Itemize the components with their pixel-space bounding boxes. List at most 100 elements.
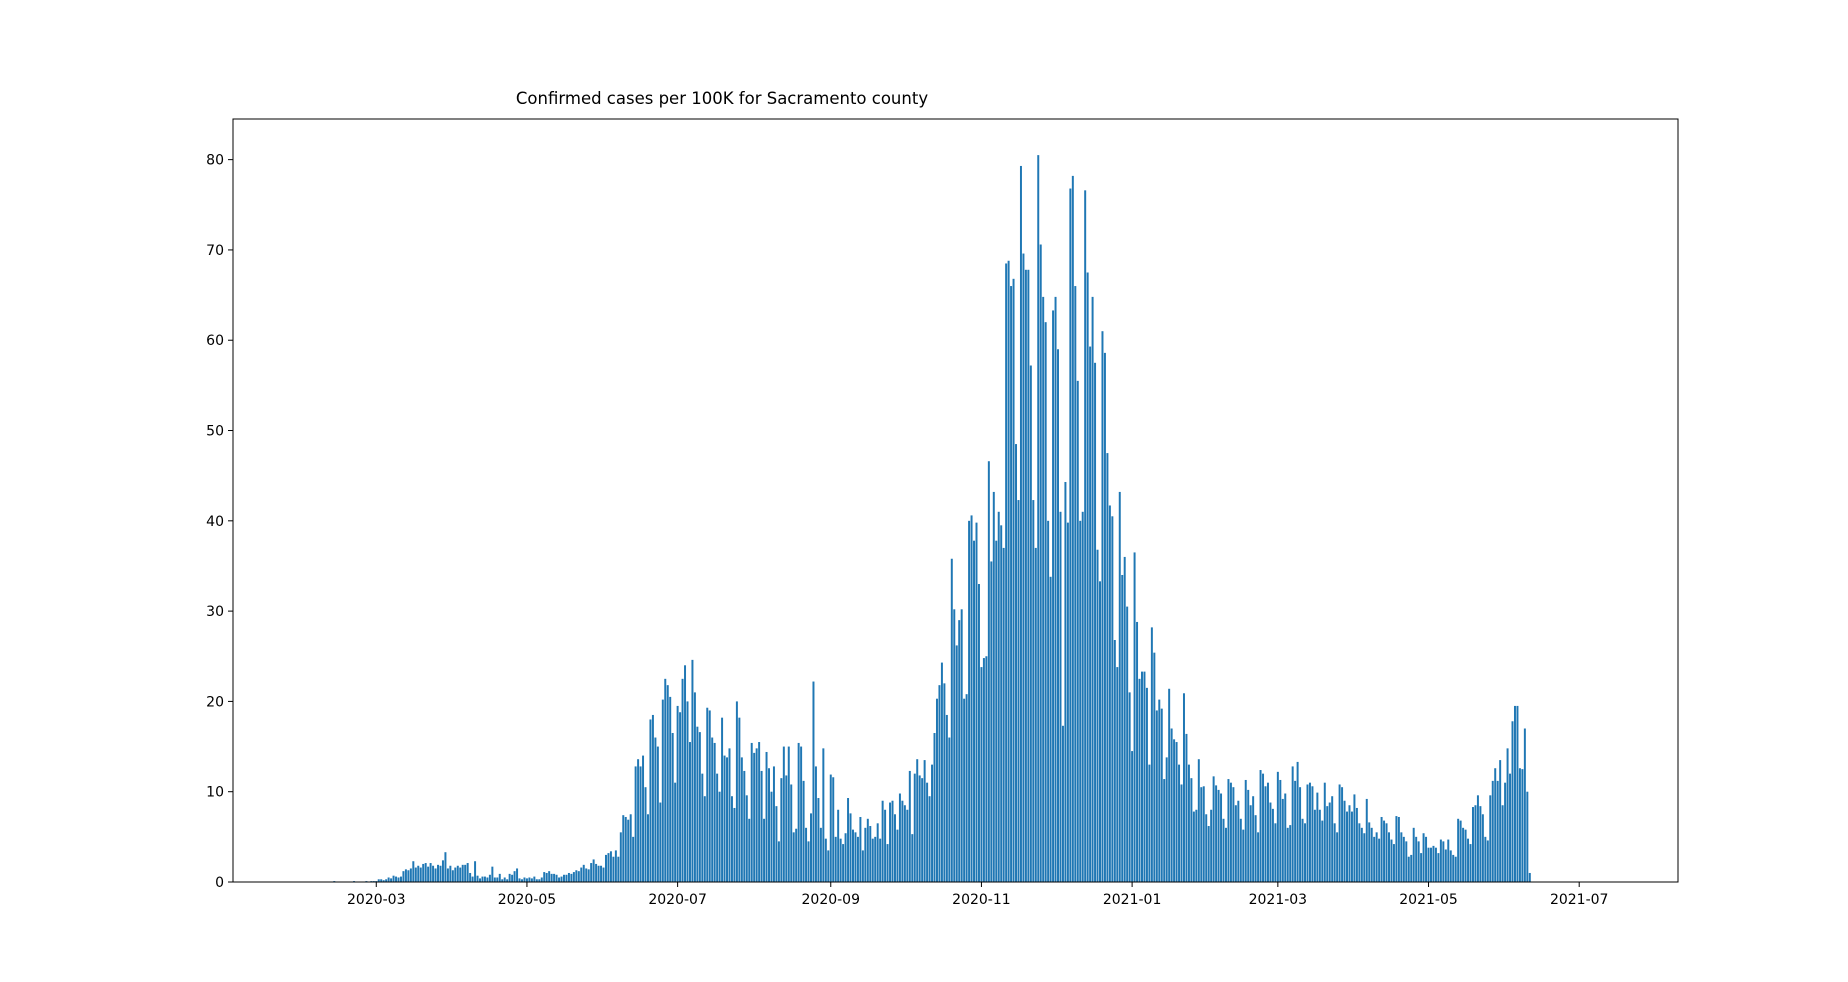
bar <box>1022 253 1025 883</box>
bar <box>1197 759 1200 882</box>
bar <box>1012 278 1015 882</box>
bar <box>471 876 474 882</box>
y-tick-label: 20 <box>206 694 224 710</box>
bar <box>688 742 691 882</box>
bar <box>427 866 430 882</box>
bar <box>916 759 919 882</box>
bar <box>565 874 568 882</box>
bar <box>454 867 457 882</box>
bar <box>622 815 625 882</box>
bar <box>553 873 556 882</box>
bar <box>716 773 719 882</box>
bar <box>637 759 640 882</box>
bar <box>1005 263 1008 883</box>
bar <box>1392 844 1395 882</box>
bar <box>750 742 753 882</box>
bar <box>516 868 519 882</box>
bar <box>627 819 630 882</box>
bar <box>1360 827 1363 882</box>
bar <box>726 757 729 882</box>
bar <box>1094 362 1097 882</box>
bar <box>1390 839 1393 882</box>
bar <box>1444 849 1447 882</box>
plot-area-frame <box>232 118 1679 883</box>
bar <box>1269 802 1272 882</box>
bar <box>651 714 654 882</box>
bar <box>1462 827 1465 882</box>
bar <box>1471 807 1474 882</box>
bar <box>1007 260 1010 882</box>
bar <box>1111 516 1114 882</box>
bar <box>1402 836 1405 882</box>
bar <box>582 864 585 882</box>
bar <box>1442 841 1445 882</box>
bar <box>1363 833 1366 882</box>
bar <box>760 770 763 882</box>
bar <box>575 870 578 882</box>
bar <box>1054 296 1057 882</box>
bar <box>1145 687 1148 882</box>
y-tick-label: 30 <box>206 604 224 620</box>
bar <box>639 766 642 882</box>
bar <box>1484 836 1487 882</box>
bar <box>1101 331 1104 882</box>
bar <box>456 865 459 882</box>
bar <box>429 863 432 882</box>
y-tick-label: 40 <box>206 514 224 530</box>
bar <box>893 814 896 882</box>
bar <box>1200 787 1203 882</box>
bar <box>990 561 993 882</box>
bar <box>852 829 854 882</box>
bar <box>943 683 946 882</box>
bar <box>958 620 961 882</box>
bar <box>441 860 444 882</box>
bar <box>805 827 808 882</box>
bar <box>1494 768 1497 882</box>
bar <box>1341 787 1344 882</box>
bar <box>444 852 447 882</box>
bar <box>1103 352 1106 882</box>
x-tick-label: 2021-07 <box>1550 892 1609 908</box>
bar <box>533 876 536 882</box>
x-tick-label: 2020-11 <box>952 892 1011 908</box>
bar <box>1415 836 1418 882</box>
bar <box>513 871 516 882</box>
bar <box>1299 787 1302 882</box>
bar <box>1121 574 1124 882</box>
bar <box>1066 522 1069 882</box>
bar <box>1170 728 1173 882</box>
bar <box>795 828 798 882</box>
bar <box>856 836 859 882</box>
bar <box>1420 853 1423 882</box>
bar <box>1437 853 1440 882</box>
bar <box>1321 820 1324 882</box>
bar <box>614 850 617 882</box>
bar <box>1370 827 1373 882</box>
bar <box>1141 671 1143 882</box>
bar <box>906 809 909 882</box>
bar <box>1076 380 1079 882</box>
bar <box>1284 793 1287 882</box>
bar <box>1254 815 1257 882</box>
bar <box>945 714 948 882</box>
bar <box>842 844 845 882</box>
y-tick-label: 0 <box>215 875 224 891</box>
bar <box>849 813 852 882</box>
bar <box>474 861 477 882</box>
bar <box>1153 652 1156 882</box>
bar <box>1306 784 1309 882</box>
bar <box>409 868 412 882</box>
bar <box>422 863 425 882</box>
bar <box>1432 845 1435 882</box>
bar <box>703 796 706 882</box>
bar <box>612 856 615 882</box>
bar <box>1207 826 1210 882</box>
y-axis: 0 10 20 30 40 50 60 70 80 <box>206 153 233 891</box>
bar <box>1224 827 1227 882</box>
bar <box>424 863 427 882</box>
bar <box>718 791 721 882</box>
bar <box>669 696 672 882</box>
bar <box>1316 792 1319 882</box>
bar <box>1163 779 1166 882</box>
bar <box>684 665 687 882</box>
